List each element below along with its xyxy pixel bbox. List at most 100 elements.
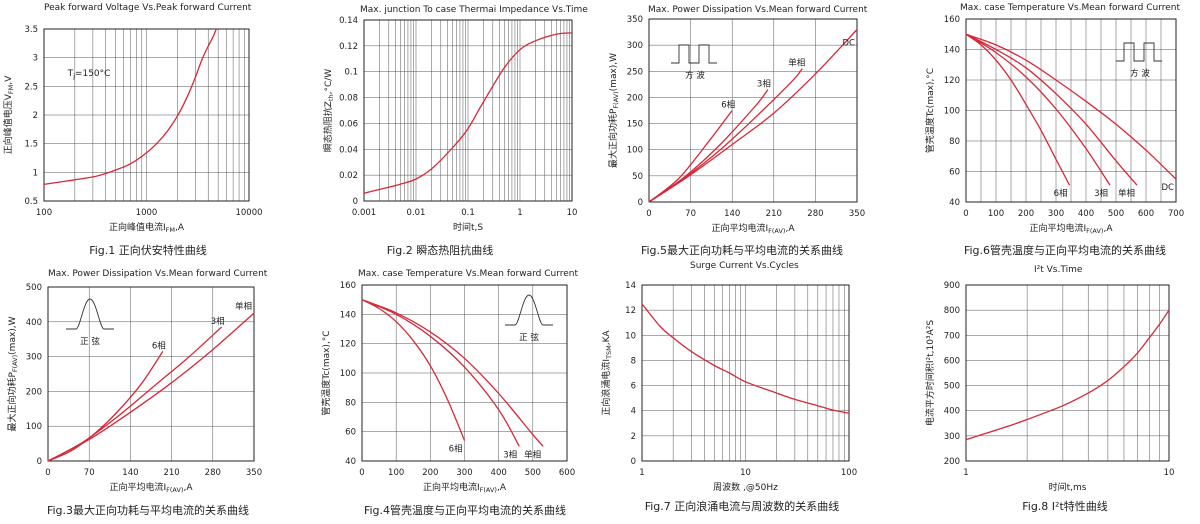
x-tick-label: 10: [740, 468, 751, 478]
x-axis-label: 正向平均电流IF(AV),A: [712, 222, 796, 235]
plot-frame: [648, 18, 858, 203]
y-axis-label: 瞬态热阻抗Zth,°C/W: [322, 69, 335, 153]
series-label: 单相: [235, 301, 252, 312]
x-tick-label: 10000: [235, 208, 262, 218]
chart-fig2: Max. junction To case Thermai Impedance …: [322, 5, 588, 257]
x-axis-label: 时间t,ms: [1049, 481, 1087, 493]
y-tick-label: 800: [944, 306, 960, 316]
chart-fig1: Peak forward Voltage Vs.Peak forward Cur…: [2, 3, 263, 257]
y-tick-label: 200: [944, 457, 960, 467]
x-tick-label: 1: [639, 468, 644, 478]
x-tick-label: 600: [559, 468, 575, 478]
series-line-DC: [648, 29, 858, 203]
y-tick-label: 100: [340, 369, 356, 379]
y-tick-label: 0: [631, 457, 636, 467]
series-line-6相: [47, 351, 164, 462]
plot-frame: [361, 284, 568, 462]
series-line-单相: [361, 299, 544, 447]
y-axis-label: 最大正向功耗PF(AV)(max),W: [607, 53, 620, 168]
y-tick-label: 0.08: [339, 94, 358, 104]
y-tick-label: 160: [944, 15, 960, 25]
y-tick-label: 12: [625, 306, 636, 316]
sine-wave-icon: [66, 298, 114, 330]
y-tick-label: 300: [26, 353, 42, 363]
x-tick-label: 70: [685, 209, 696, 219]
x-tick-label: 0: [646, 209, 651, 219]
figure-caption: Fig.7 正向浪涌电流与周波数的关系曲线: [645, 499, 840, 513]
y-tick-label: 3: [33, 54, 38, 64]
chart-title: Surge Current Vs.Cycles: [690, 261, 799, 271]
y-tick-label: 60: [345, 428, 356, 438]
y-tick-label: 140: [340, 310, 356, 320]
y-axis-label: 管壳温度Tc(max),°C: [320, 330, 332, 415]
figure-caption: Fig.2 瞬态热阻抗曲线: [387, 243, 494, 257]
x-tick-label: 0: [359, 468, 364, 478]
series-line-单相: [965, 33, 1138, 186]
y-tick-label: 10: [625, 331, 636, 341]
series-label: 3相: [211, 316, 225, 327]
y-tick-label: 4: [631, 407, 636, 417]
x-tick-label: 1: [963, 468, 968, 478]
y-tick-label: 400: [944, 407, 960, 417]
y-tick-label: 6: [631, 382, 636, 392]
x-axis-label: 时间t,S: [453, 221, 483, 233]
series-label: DC: [843, 38, 856, 48]
y-tick-label: 40: [345, 457, 356, 467]
series-line-DC: [965, 33, 1177, 180]
series-line-6相: [965, 33, 1071, 186]
figure-caption: Fig.4管壳温度与正向平均电流的关系曲线: [364, 503, 566, 517]
y-tick-label: 50: [632, 172, 643, 182]
x-tick-label: 0.001: [352, 208, 376, 218]
y-tick-label: 200: [627, 93, 643, 103]
x-tick-label: 500: [1108, 209, 1124, 219]
x-tick-label: 200: [1018, 209, 1034, 219]
series-line-6相: [361, 299, 466, 441]
y-tick-label: 0.1: [344, 68, 358, 78]
x-tick-label: 500: [525, 468, 541, 478]
x-tick-label: 100: [841, 468, 857, 478]
x-tick-label: 280: [807, 209, 823, 219]
chart-fig4: Max. case Temperature Vs.Mean forward Cu…: [320, 269, 578, 517]
x-axis-label: 正向峰值电流IFM,A: [109, 221, 185, 234]
y-tick-label: 350: [627, 15, 643, 25]
series-line-curve: [363, 32, 573, 194]
series-label: 6相: [449, 443, 463, 454]
x-tick-label: 0: [963, 209, 968, 219]
waveform-label: 方 波: [685, 70, 705, 81]
y-tick-label: 100: [944, 107, 960, 117]
series-line-curve: [965, 309, 1170, 441]
figure-caption: Fig.3最大正向功耗与平均电流的关系曲线: [47, 503, 249, 517]
plot-frame: [965, 18, 1177, 203]
series-label: 单相: [788, 58, 805, 69]
x-tick-label: 0.1: [461, 208, 475, 218]
y-tick-label: 80: [345, 398, 356, 408]
y-tick-label: 60: [949, 168, 960, 178]
y-tick-label: 2: [33, 111, 38, 121]
chart-title: Peak forward Voltage Vs.Peak forward Cur…: [44, 3, 252, 13]
y-tick-label: 8: [631, 356, 636, 366]
series-label: 单相: [524, 449, 541, 460]
plot-frame: [47, 286, 255, 462]
x-tick-label: 70: [84, 468, 95, 478]
x-axis-label: 正向平均电流IF(AV),A: [1030, 222, 1114, 235]
y-tick-label: 120: [944, 76, 960, 86]
grid-lines: [47, 286, 255, 462]
y-tick-label: 0.5: [24, 197, 38, 207]
y-tick-label: 0: [353, 197, 358, 207]
y-axis-label: 最大正向功耗PF(AV)(max),W: [6, 316, 19, 431]
x-tick-label: 1000: [136, 208, 158, 218]
y-tick-label: 0: [638, 198, 643, 208]
series-label: 6相: [152, 340, 166, 351]
figure-caption: Fig.1 正向伏安特性曲线: [89, 243, 207, 257]
x-tick-label: 10: [1164, 468, 1175, 478]
y-tick-label: 140: [944, 46, 960, 56]
x-tick-label: 100: [36, 208, 52, 218]
y-tick-label: 2: [631, 432, 636, 442]
y-tick-label: 300: [944, 432, 960, 442]
series-line-单相: [648, 68, 803, 203]
plot-frame: [363, 19, 573, 202]
y-tick-label: 2.5: [24, 82, 38, 92]
x-tick-label: 210: [163, 468, 179, 478]
square-wave-icon: [671, 44, 717, 64]
y-tick-label: 500: [944, 382, 960, 392]
